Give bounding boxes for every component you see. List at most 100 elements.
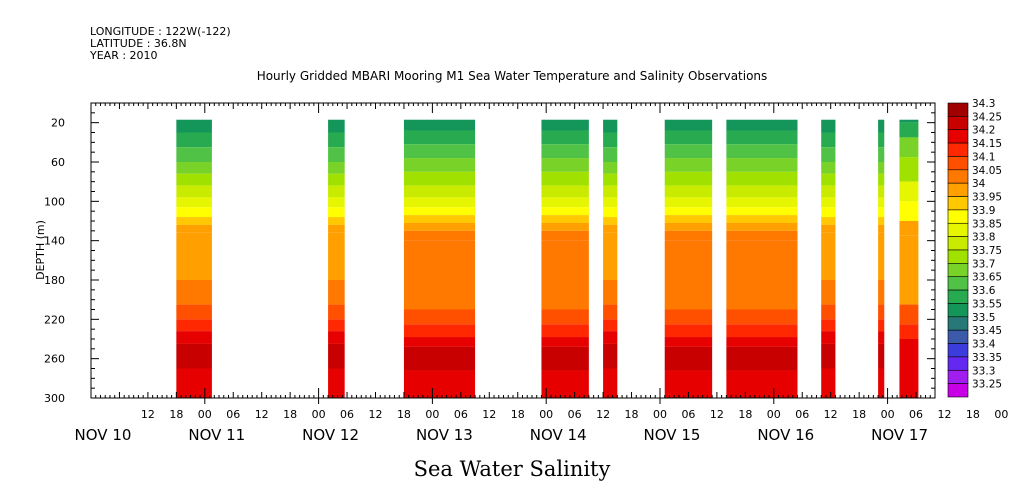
salinity-cell: [603, 119, 618, 133]
salinity-cell: [328, 217, 345, 225]
salinity-cell: [403, 207, 476, 216]
y-axis: 20 60 100 140 180 220 260 300: [44, 102, 935, 405]
salinity-cell: [664, 171, 713, 186]
x-day-label: NOV 10: [75, 426, 132, 444]
salinity-cell: [899, 221, 919, 236]
salinity-cell: [899, 201, 919, 221]
colorbar-legend: 34.334.2534.234.1534.134.053433.9533.933…: [947, 98, 1002, 398]
salinity-cell: [403, 185, 476, 198]
salinity-cell: [664, 197, 713, 208]
data-segment: [603, 119, 618, 398]
salinity-cell: [176, 132, 212, 148]
x-tick-label: 12: [255, 408, 269, 421]
salinity-cell: [821, 185, 836, 198]
salinity-cell: [176, 232, 212, 280]
colorbar-label: 33.3: [972, 365, 995, 377]
x-day-label: NOV 12: [302, 426, 359, 444]
salinity-cell: [821, 343, 836, 369]
x-tick-label: 12: [596, 408, 610, 421]
x-tick-label: 12: [824, 408, 838, 421]
salinity-cell: [328, 173, 345, 186]
salinity-cell: [541, 144, 589, 159]
data-segment: [878, 119, 885, 398]
salinity-cell: [899, 181, 919, 202]
colorbar-swatch: [947, 249, 969, 264]
salinity-cell: [403, 119, 476, 131]
x-day-label: NOV 17: [871, 426, 928, 444]
colorbar-swatch: [947, 329, 969, 344]
salinity-cell: [821, 173, 836, 186]
salinity-cell: [541, 197, 589, 208]
salinity-cell: [176, 119, 212, 133]
x-tick-label: 00: [994, 408, 1008, 421]
salinity-cell: [603, 331, 618, 344]
y-tick-label: 20: [51, 117, 65, 130]
salinity-cell: [176, 197, 212, 208]
salinity-cell: [328, 207, 345, 218]
salinity-cell: [821, 147, 836, 162]
salinity-cell: [664, 337, 713, 347]
salinity-cell: [403, 337, 476, 347]
salinity-cell: [328, 304, 345, 320]
salinity-cell: [664, 158, 713, 172]
y-tick-label: 180: [44, 274, 65, 287]
salinity-cell: [878, 207, 885, 218]
salinity-cell: [603, 217, 618, 225]
plot-area: [90, 102, 936, 399]
salinity-cell: [821, 331, 836, 344]
salinity-cell: [176, 207, 212, 218]
data-segment: [899, 119, 919, 398]
colorbar-label: 33.7: [972, 258, 995, 270]
colorbar-label: 33.35: [972, 352, 1002, 364]
x-tick-label: 00: [881, 408, 895, 421]
salinity-cell: [726, 130, 798, 145]
salinity-cell: [541, 119, 589, 131]
salinity-cell: [603, 343, 618, 369]
salinity-cell: [328, 197, 345, 208]
salinity-cell: [603, 304, 618, 320]
salinity-cell: [821, 197, 836, 208]
salinity-cell: [541, 240, 589, 310]
x-tick-label: 18: [511, 408, 525, 421]
salinity-cell: [726, 144, 798, 159]
salinity-cell: [176, 224, 212, 233]
salinity-cell: [603, 173, 618, 186]
colorbar-label: 34.05: [972, 165, 1002, 177]
salinity-cell: [328, 185, 345, 198]
latitude-label: LATITUDE : 36.8N: [90, 37, 187, 50]
x-day-label: NOV 16: [757, 426, 814, 444]
salinity-cell: [328, 280, 345, 305]
salinity-cell: [403, 158, 476, 172]
salinity-cell: [878, 147, 885, 162]
salinity-cell: [603, 280, 618, 305]
x-tick-label: 12: [710, 408, 724, 421]
salinity-cell: [726, 158, 798, 172]
salinity-cell: [899, 304, 919, 325]
salinity-cell: [176, 343, 212, 369]
salinity-cell: [878, 185, 885, 198]
colorbar-label: 34.3: [972, 98, 995, 110]
salinity-cell: [821, 368, 836, 398]
y-tick-label: 100: [44, 195, 65, 208]
x-tick-label: 18: [169, 408, 183, 421]
x-tick-label: 00: [767, 408, 781, 421]
plot-frame: [90, 102, 936, 399]
salinity-cell: [403, 215, 476, 223]
salinity-cell: [541, 309, 589, 325]
data-segment: [726, 119, 798, 398]
salinity-cell: [726, 240, 798, 310]
salinity-cell: [603, 197, 618, 208]
x-tick-label: 06: [909, 408, 923, 421]
y-axis-label: DEPTH (m): [34, 220, 47, 280]
salinity-cell: [176, 319, 212, 332]
salinity-cell: [328, 232, 345, 280]
salinity-cell: [664, 240, 713, 310]
salinity-cell: [403, 222, 476, 231]
y-tick-label: 260: [44, 353, 65, 366]
colorbar-swatch: [947, 222, 969, 237]
chart-subtitle: Sea Water Salinity: [414, 457, 611, 481]
colorbar-swatch: [947, 116, 969, 131]
salinity-cell: [328, 147, 345, 162]
colorbar-swatch: [947, 276, 969, 291]
salinity-cell: [176, 304, 212, 320]
